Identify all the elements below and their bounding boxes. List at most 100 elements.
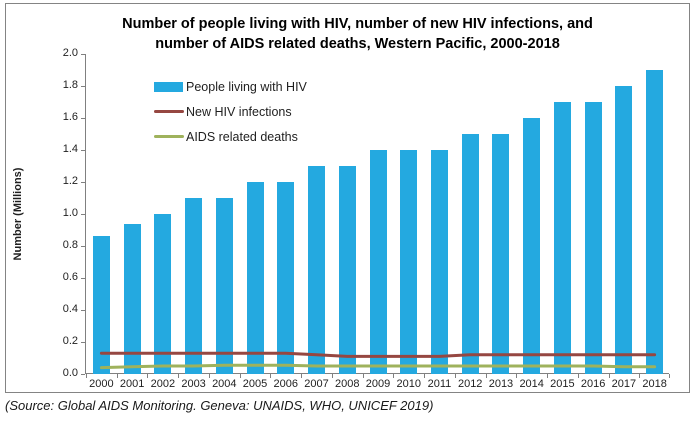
y-axis-tick-label: 1.8 xyxy=(62,79,78,91)
bar-2002 xyxy=(154,214,172,374)
legend-item: New HIV infections xyxy=(154,99,307,124)
legend-label: New HIV infections xyxy=(186,104,292,119)
x-axis-tick-label: 2009 xyxy=(365,378,391,390)
x-axis-tick xyxy=(362,374,364,378)
x-axis-tick xyxy=(270,374,272,378)
x-axis-tick-label: 2017 xyxy=(611,378,637,390)
y-axis-tick-label: 0.4 xyxy=(62,303,78,315)
x-axis-tick-label: 2012 xyxy=(457,378,483,390)
x-axis-tick-label: 2008 xyxy=(335,378,360,390)
y-axis-tick xyxy=(81,149,85,151)
bar-2013 xyxy=(492,134,510,374)
legend-label: AIDS related deaths xyxy=(186,129,298,144)
y-axis-tick xyxy=(81,213,85,215)
line-series-layer xyxy=(99,351,657,370)
bar-2001 xyxy=(123,223,141,374)
x-axis-tick xyxy=(393,374,395,378)
x-axis-tick-label: 2010 xyxy=(396,378,421,390)
bar-2014 xyxy=(523,118,541,374)
y-axis-tick xyxy=(81,245,85,247)
y-axis-tick xyxy=(81,341,85,343)
bar-2003 xyxy=(185,198,203,374)
y-axis-tick xyxy=(81,53,85,55)
chart-title-line1: Number of people living with HIV, number… xyxy=(122,16,593,32)
x-axis-tick xyxy=(147,374,149,378)
x-axis-tick-label: 2016 xyxy=(580,378,606,390)
x-axis-tick-label: 2003 xyxy=(181,378,206,390)
chart-title-line2: number of AIDS related deaths, Western P… xyxy=(155,36,560,52)
bar-2009 xyxy=(369,150,387,374)
bar-2007 xyxy=(308,166,326,374)
x-axis-tick xyxy=(669,374,670,378)
x-axis-tick-label: 2014 xyxy=(519,378,544,390)
bar-2012 xyxy=(461,134,479,374)
legend-item: AIDS related deaths xyxy=(154,124,307,149)
y-axis-tick xyxy=(81,277,85,279)
x-axis-tick-label: 2013 xyxy=(488,378,514,390)
y-axis-tick-label: 0.8 xyxy=(62,239,78,251)
x-axis-tick xyxy=(577,374,579,378)
y-axis-tick-label: 2.0 xyxy=(62,47,78,59)
x-axis-tick xyxy=(485,374,487,378)
x-axis-tick-label: 2015 xyxy=(550,378,575,390)
x-axis-tick-label: 2005 xyxy=(242,378,268,390)
legend-item: People living with HIV xyxy=(154,74,307,99)
bar-2006 xyxy=(277,182,295,374)
x-axis-tick-label: 2006 xyxy=(273,378,299,390)
x-axis-tick-label: 2011 xyxy=(427,378,452,390)
x-axis-tick xyxy=(116,374,118,378)
y-axis-tick-label: 1.4 xyxy=(62,143,78,155)
x-axis-tick xyxy=(424,374,426,378)
line-new-hiv-infections xyxy=(99,351,657,358)
bar-2004 xyxy=(215,198,233,374)
legend: People living with HIV New HIV infections… xyxy=(154,74,307,149)
bar-2005 xyxy=(246,182,264,374)
x-axis-tick xyxy=(454,374,456,378)
y-axis-tick-label: 0.6 xyxy=(62,271,78,283)
y-axis-tick-label: 1.0 xyxy=(62,207,78,219)
y-axis-tick-label: 1.6 xyxy=(62,111,78,123)
source-note: (Source: Global AIDS Monitoring. Geneva:… xyxy=(5,398,434,413)
bar-2000 xyxy=(92,236,110,374)
y-axis-tick xyxy=(81,181,85,183)
x-axis-tick xyxy=(239,374,241,378)
y-axis-tick xyxy=(81,373,85,375)
x-axis-tick xyxy=(86,374,87,378)
bar-2010 xyxy=(400,150,418,374)
y-axis-tick-label: 0.0 xyxy=(62,367,78,379)
x-axis-tick xyxy=(178,374,180,378)
y-axis-title: Number (Millions) xyxy=(12,167,24,261)
x-axis-tick xyxy=(608,374,610,378)
bar-2018 xyxy=(646,70,664,374)
bar-2016 xyxy=(584,102,602,374)
y-axis-tick xyxy=(81,309,85,311)
bar-2017 xyxy=(615,86,633,374)
legend-swatch-line xyxy=(154,110,184,113)
x-axis-tick-label: 2000 xyxy=(89,378,114,390)
x-axis-tick-label: 2018 xyxy=(642,378,667,390)
y-axis-tick xyxy=(81,85,85,87)
bar-2011 xyxy=(430,150,448,374)
x-axis-tick xyxy=(547,374,549,378)
chart-title: Number of people living with HIV, number… xyxy=(46,14,669,54)
x-axis-tick xyxy=(639,374,641,378)
bar-2008 xyxy=(338,166,356,374)
line-aids-related-deaths xyxy=(99,363,657,370)
x-axis-tick-label: 2002 xyxy=(150,378,176,390)
y-axis-tick-label: 0.2 xyxy=(62,335,78,347)
chart-container: Number of people living with HIV, number… xyxy=(5,3,690,393)
x-axis-tick xyxy=(301,374,303,378)
x-axis-tick-label: 2004 xyxy=(212,378,237,390)
x-axis-tick-label: 2001 xyxy=(119,378,145,390)
legend-swatch-line xyxy=(154,135,184,138)
y-axis-tick-label: 1.2 xyxy=(62,175,78,187)
plot-area: 0.0 0.2 0.4 0.6 0.8 1.0 1.2 1.4 1.6 1.8 2.0 2000 200… xyxy=(63,47,670,390)
x-axis-tick-label: 2007 xyxy=(304,378,329,390)
legend-swatch-bar xyxy=(154,81,183,92)
x-axis-tick xyxy=(208,374,210,378)
x-axis-tick xyxy=(331,374,333,378)
bar-2015 xyxy=(553,102,571,374)
y-axis-tick xyxy=(81,117,85,119)
x-axis-tick xyxy=(516,374,518,378)
legend-label: People living with HIV xyxy=(186,79,307,94)
